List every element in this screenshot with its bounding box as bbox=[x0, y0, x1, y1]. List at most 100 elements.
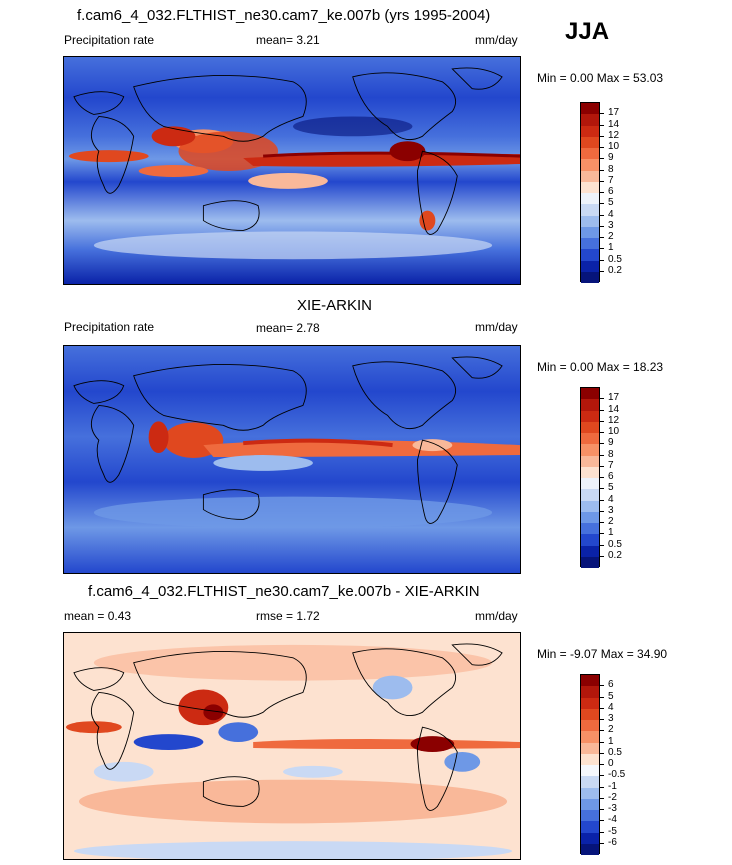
colorbar-swatch bbox=[581, 523, 599, 535]
colorbar-swatch bbox=[581, 170, 599, 182]
colorbar-tick-label: 1 bbox=[608, 242, 614, 254]
colorbar-tick-label: 6 bbox=[608, 186, 614, 197]
colorbar-swatch bbox=[581, 489, 599, 501]
colorbar-swatch bbox=[581, 125, 599, 137]
colorbar-tick bbox=[600, 477, 604, 478]
colorbar-swatch bbox=[581, 159, 599, 171]
colorbar-tick-label: 8 bbox=[608, 163, 614, 175]
colorbar-tick bbox=[600, 831, 604, 833]
colorbar-swatch bbox=[581, 181, 599, 193]
colorbar-swatch bbox=[581, 421, 599, 433]
colorbar-swatch bbox=[581, 686, 599, 698]
colorbar-tick bbox=[600, 764, 604, 765]
colorbar-swatch bbox=[581, 821, 599, 833]
panel3-minmax-label: Min = -9.07 Max = 34.90 bbox=[537, 647, 668, 661]
colorbar-tick bbox=[600, 169, 604, 171]
panel3-title: f.cam6_4_032.FLTHIST_ne30.cam7_ke.007b -… bbox=[88, 583, 480, 600]
panel3-units-label: mm/day bbox=[475, 609, 518, 623]
colorbar-tick bbox=[600, 820, 604, 822]
colorbar-tick-label: 1 bbox=[608, 735, 614, 747]
colorbar-tick-label: 10 bbox=[608, 426, 620, 437]
colorbar-swatch bbox=[581, 500, 599, 512]
colorbar-swatch bbox=[581, 787, 599, 799]
colorbar-swatch bbox=[581, 697, 599, 709]
colorbar-tick bbox=[600, 696, 604, 698]
colorbar-tick-label: 0.5 bbox=[608, 253, 622, 265]
colorbar-swatch bbox=[581, 226, 599, 238]
colorbar-tick bbox=[600, 454, 604, 456]
colorbar-swatch bbox=[581, 399, 599, 411]
panel2-mean-label: mean= 2.78 bbox=[256, 321, 320, 335]
colorbar-tick-label: 7 bbox=[608, 174, 614, 186]
colorbar-swatch bbox=[581, 215, 599, 227]
colorbar-swatch bbox=[581, 444, 599, 456]
colorbar-tick bbox=[600, 775, 604, 777]
colorbar-swatch bbox=[581, 675, 599, 687]
colorbar-tick-label: 4 bbox=[608, 701, 614, 713]
colorbar-tick bbox=[600, 409, 604, 411]
colorbar-tick-label: -6 bbox=[608, 836, 617, 848]
colorbar-swatch bbox=[581, 720, 599, 732]
colorbar-tick bbox=[600, 719, 604, 720]
panel1-minmax-label: Min = 0.00 Max = 53.03 bbox=[537, 71, 664, 85]
colorbar-tick bbox=[600, 398, 604, 400]
colorbar-tick-label: 5 bbox=[608, 197, 614, 209]
panel3-rmse-label: rmse = 1.72 bbox=[256, 609, 320, 623]
colorbar-swatch bbox=[581, 148, 599, 160]
colorbar-tick-label: 12 bbox=[608, 129, 620, 141]
colorbar-swatch bbox=[581, 193, 599, 205]
colorbar-tick-label: 7 bbox=[608, 459, 614, 471]
colorbar-swatch bbox=[581, 832, 599, 844]
colorbar-tick bbox=[600, 797, 604, 799]
colorbar-swatch bbox=[581, 136, 599, 148]
colorbar-tick-label: 5 bbox=[608, 690, 614, 702]
colorbar-tick bbox=[600, 741, 604, 743]
colorbar-swatch bbox=[581, 271, 599, 283]
colorbar-tick bbox=[600, 214, 604, 216]
colorbar-tick bbox=[600, 124, 604, 126]
colorbar-tick bbox=[600, 786, 604, 788]
colorbar-tick-label: 4 bbox=[608, 493, 614, 505]
colorbar-tick-label: 14 bbox=[608, 118, 620, 130]
colorbar-tick bbox=[600, 707, 604, 709]
colorbar-tick-label: 17 bbox=[608, 392, 620, 404]
colorbar-tick bbox=[600, 192, 604, 193]
colorbar-tick-label: 12 bbox=[608, 414, 620, 426]
colorbar-swatch bbox=[581, 776, 599, 788]
panel2-field-label: Precipitation rate bbox=[64, 320, 155, 334]
colorbar-swatch bbox=[581, 753, 599, 765]
colorbar-tick-label: 0.2 bbox=[608, 549, 622, 561]
colorbar-tick-label: 3 bbox=[608, 713, 614, 724]
panel2-map bbox=[63, 345, 521, 574]
colorbar-tick-label: 2 bbox=[608, 724, 614, 736]
colorbar-swatch bbox=[581, 249, 599, 261]
colorbar-tick bbox=[600, 237, 604, 238]
colorbar-tick-label: -2 bbox=[608, 791, 617, 803]
colorbar-swatch bbox=[581, 260, 599, 272]
colorbar-tick bbox=[600, 809, 604, 810]
colorbar-swatch bbox=[581, 742, 599, 754]
colorbar-tick bbox=[600, 544, 604, 546]
colorbar-swatch bbox=[581, 478, 599, 490]
colorbar-tick bbox=[600, 432, 604, 433]
colorbar-swatch bbox=[581, 204, 599, 216]
colorbar-swatch bbox=[581, 410, 599, 422]
colorbar-tick-label: 3 bbox=[608, 219, 614, 231]
colorbar-tick-label: 6 bbox=[608, 471, 614, 482]
panel1-map bbox=[63, 56, 521, 285]
colorbar-swatch bbox=[581, 843, 599, 855]
colorbar-swatch bbox=[581, 534, 599, 546]
colorbar-tick-label: 1 bbox=[608, 527, 614, 539]
colorbar-tick bbox=[600, 147, 604, 148]
colorbar-swatch bbox=[581, 765, 599, 777]
colorbar-tick bbox=[600, 180, 604, 182]
colorbar-tick bbox=[600, 248, 604, 250]
colorbar-tick bbox=[600, 752, 604, 754]
colorbar-tick bbox=[600, 842, 604, 844]
colorbar-tick-label: -0.5 bbox=[608, 769, 626, 781]
panel1-mean-label: mean= 3.21 bbox=[256, 33, 320, 47]
colorbar-tick-label: 14 bbox=[608, 403, 620, 415]
colorbar-tick bbox=[600, 730, 604, 732]
colorbar-swatch bbox=[581, 545, 599, 557]
colorbar-tick bbox=[600, 488, 604, 490]
